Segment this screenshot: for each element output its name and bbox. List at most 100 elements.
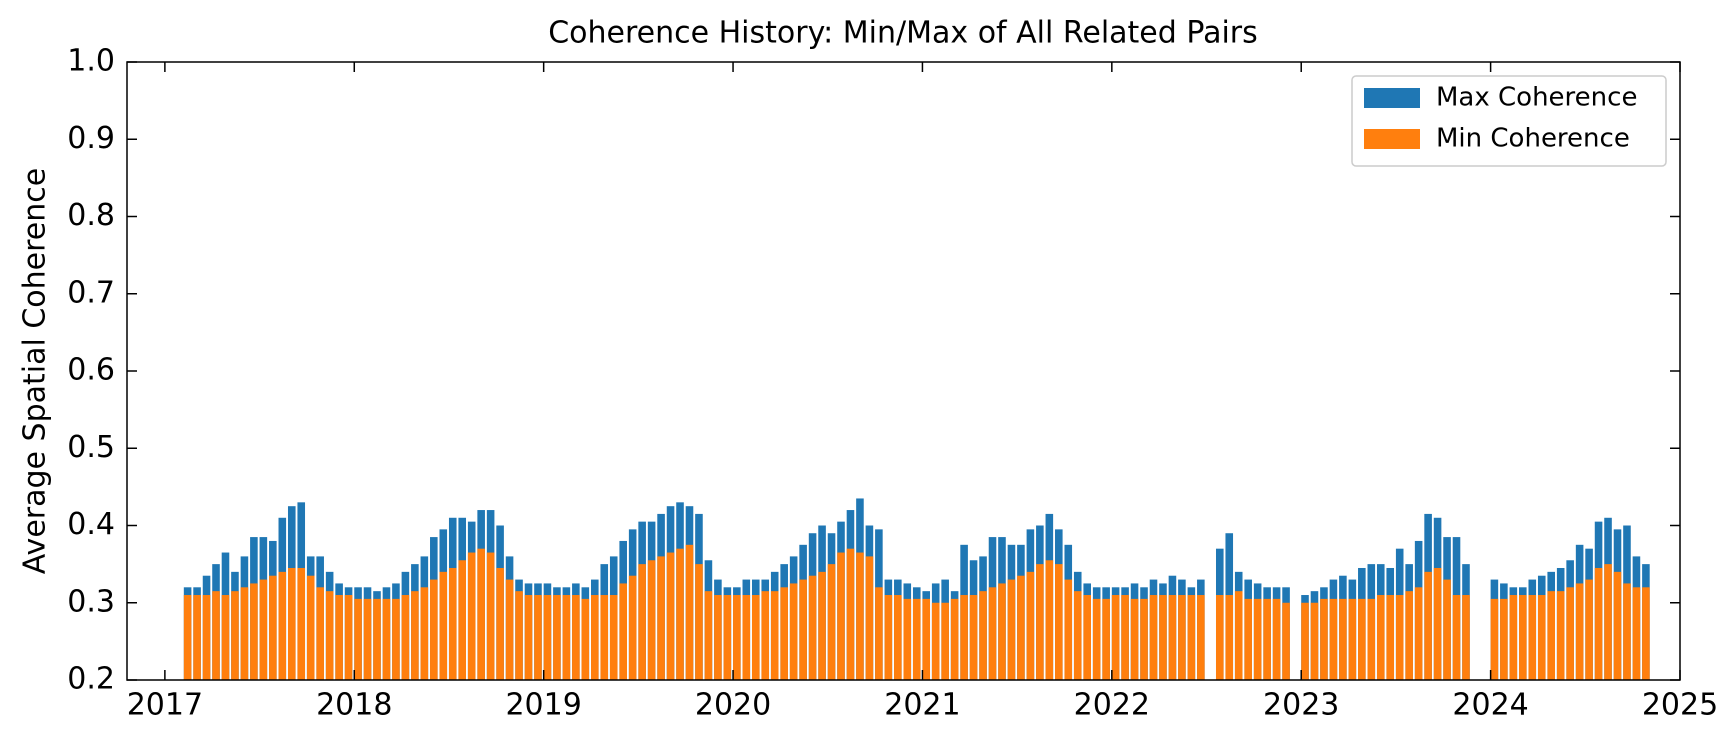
bar	[467, 552, 476, 680]
bar	[505, 579, 514, 680]
bar	[543, 595, 552, 680]
bar	[1159, 595, 1167, 680]
bar	[1102, 598, 1110, 680]
bar	[1376, 595, 1385, 680]
bar	[259, 579, 268, 680]
bar	[1244, 598, 1252, 680]
bar	[1073, 591, 1082, 680]
bar	[1433, 567, 1442, 680]
bar	[553, 595, 561, 680]
bar	[477, 548, 485, 680]
bar	[1272, 598, 1281, 680]
bar	[486, 552, 495, 680]
bar	[742, 595, 751, 680]
bar	[704, 591, 713, 680]
bar	[1623, 583, 1631, 680]
bar	[1490, 598, 1499, 680]
x-tick-label: 2025	[1642, 688, 1718, 723]
bar	[922, 598, 931, 680]
bar	[1575, 583, 1584, 680]
bar	[1556, 591, 1565, 680]
bar	[1178, 595, 1186, 680]
bar	[1007, 579, 1016, 680]
chart-title: Coherence History: Min/Max of All Relate…	[548, 16, 1258, 51]
x-tick-label: 2017	[127, 688, 203, 723]
bar	[1537, 595, 1546, 680]
bar	[969, 595, 978, 680]
bar	[1632, 587, 1641, 680]
bar	[524, 595, 533, 680]
bar	[1092, 598, 1101, 680]
bar	[1234, 591, 1243, 680]
bar	[221, 595, 230, 680]
bar	[420, 587, 429, 680]
bar	[534, 595, 542, 680]
bar	[240, 587, 249, 680]
bar	[638, 564, 646, 680]
bar	[988, 587, 997, 680]
bar	[865, 556, 874, 680]
bar	[657, 556, 665, 680]
bar	[591, 595, 599, 680]
bar	[231, 591, 239, 680]
bar	[212, 591, 220, 680]
bar	[714, 595, 722, 680]
bar	[1320, 598, 1328, 680]
x-tick-label: 2020	[695, 688, 771, 723]
bar	[808, 575, 817, 680]
bar	[297, 567, 306, 680]
y-tick-label: 0.2	[67, 662, 115, 697]
bar	[979, 591, 987, 680]
bar	[837, 552, 845, 680]
x-tick-label: 2018	[316, 688, 392, 723]
bar	[1443, 579, 1451, 680]
bar	[903, 598, 912, 680]
bar	[1452, 595, 1461, 680]
bar	[609, 595, 618, 680]
bar	[335, 595, 343, 680]
bar	[1045, 560, 1054, 680]
bar	[1215, 595, 1224, 680]
bar	[761, 591, 770, 680]
bar	[1509, 595, 1518, 680]
bar	[1604, 564, 1612, 680]
bar	[325, 591, 334, 680]
bar	[1519, 595, 1527, 680]
legend-label: Max Coherence	[1436, 83, 1637, 113]
bar	[676, 548, 684, 680]
bar	[1130, 598, 1139, 680]
bar	[751, 595, 760, 680]
y-tick-label: 1.0	[67, 44, 115, 79]
legend-label: Min Coherence	[1436, 124, 1630, 154]
bar	[458, 560, 467, 680]
bar	[1358, 598, 1366, 680]
bar	[1263, 598, 1271, 680]
bar	[1282, 602, 1290, 680]
bar	[733, 595, 741, 680]
bar	[202, 595, 211, 680]
bar	[1301, 602, 1309, 680]
bar	[1197, 595, 1205, 680]
bar	[1405, 591, 1413, 680]
bar	[827, 564, 836, 680]
y-tick-label: 0.7	[67, 275, 115, 310]
bar	[1414, 587, 1423, 680]
x-tick-label: 2021	[884, 688, 960, 723]
bar	[1528, 595, 1537, 680]
bar	[1462, 595, 1470, 680]
bar	[439, 571, 448, 680]
x-tick-label: 2022	[1074, 688, 1150, 723]
bar	[960, 595, 968, 680]
bar	[430, 579, 438, 680]
bar	[1168, 595, 1177, 680]
bar	[856, 552, 864, 680]
bar	[770, 591, 779, 680]
bar	[1187, 595, 1196, 680]
x-tick-label: 2024	[1452, 688, 1528, 723]
bar	[401, 595, 410, 680]
bar	[647, 560, 656, 680]
bar	[1017, 575, 1025, 680]
bar	[894, 595, 902, 680]
bar	[269, 575, 277, 680]
